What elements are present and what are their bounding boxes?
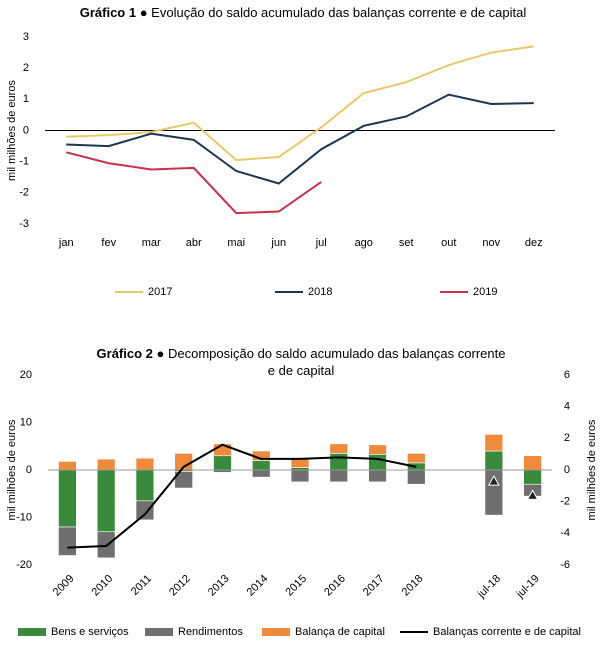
y2-tick-label: 4 (564, 401, 570, 413)
bar (96, 469, 116, 533)
y2-tick-label: 0 (564, 464, 570, 476)
y-tick-label: -20 (16, 559, 32, 571)
x-tick-label: 2010 (90, 573, 116, 599)
title-label: Gráfico 1 (79, 5, 137, 20)
chart-title: Gráfico 2 ● Decomposição do saldo acumul… (96, 345, 506, 379)
line (67, 443, 417, 549)
bar (407, 469, 426, 485)
bar (329, 469, 348, 483)
bar (290, 469, 310, 483)
x-tick-label: 2014 (245, 573, 271, 599)
line-marker (487, 475, 500, 486)
y2-tick-label: -6 (560, 559, 570, 571)
x-tick-label: abr (186, 237, 202, 249)
bar (368, 444, 387, 455)
x-tick-label: ago (355, 237, 373, 249)
bar (484, 450, 504, 471)
y-axis-label: mil milhões de euros (6, 419, 18, 520)
bar (58, 526, 77, 556)
x-tick-label: fev (101, 237, 116, 249)
x-tick-label: jul (315, 237, 327, 249)
legend-label: 2017 (148, 286, 172, 298)
x-tick-label: jan (58, 237, 74, 249)
y2-tick-label: -4 (560, 527, 570, 539)
title-text: ● Decomposição do saldo acumulado das ba… (156, 346, 506, 378)
y2-tick-label: 6 (564, 369, 570, 381)
y-tick-label: 0 (23, 124, 29, 136)
bar (213, 455, 232, 471)
legend-swatch (262, 628, 290, 636)
x-tick-label: jul-19 (514, 573, 542, 601)
y-tick-label: 20 (20, 369, 32, 381)
x-tick-label: dez (525, 237, 543, 249)
bar (329, 453, 348, 471)
bar (368, 454, 387, 471)
x-tick-label: out (441, 237, 456, 249)
bar (135, 457, 155, 471)
legend-swatch (145, 628, 173, 636)
x-tick-label: mai (227, 237, 245, 249)
x-tick-label: 2016 (322, 573, 348, 599)
x-tick-label: 2012 (167, 573, 193, 599)
x-tick-label: 2013 (206, 573, 232, 599)
y-tick-label: -3 (19, 218, 29, 230)
y-axis-label: mil milhões de euros (6, 80, 18, 181)
y-tick-label: 10 (20, 416, 32, 428)
bar (135, 469, 155, 502)
x-tick-label: mar (142, 237, 161, 249)
bar (368, 469, 387, 483)
bar (329, 443, 348, 454)
chart-title: Gráfico 1 ● Evolução do saldo acumulado … (78, 4, 528, 21)
y-tick-label: 3 (23, 31, 29, 43)
bar (135, 500, 155, 521)
legend-swatch (18, 628, 46, 636)
x-tick-label: nov (482, 237, 500, 249)
line (66, 45, 534, 162)
line-marker (526, 489, 539, 500)
y2-axis-label: mil milhões de euros (586, 419, 598, 520)
x-tick-label: 2011 (129, 573, 154, 598)
bar (58, 461, 77, 471)
y-tick-label: 1 (23, 93, 29, 105)
bar (58, 469, 77, 528)
legend-label: Balança de capital (295, 626, 385, 638)
legend-label: Balanças corrente e de capital (433, 626, 581, 638)
title-text: ● Evolução do saldo acumulado das balanç… (139, 5, 527, 20)
line (66, 93, 534, 185)
y2-tick-label: 2 (564, 432, 570, 444)
title-label: Gráfico 2 (96, 346, 153, 361)
bar (252, 460, 271, 471)
x-tick-label: 2018 (400, 573, 426, 599)
bar (252, 469, 271, 478)
y-tick-label: -10 (16, 511, 32, 523)
legend-label: Bens e serviços (51, 626, 129, 638)
line (66, 151, 322, 215)
y-tick-label: 2 (23, 62, 29, 74)
bar (523, 455, 542, 471)
x-tick-label: 2017 (361, 573, 387, 599)
bar (523, 469, 542, 485)
y-tick-label: -2 (19, 187, 29, 199)
x-tick-label: jun (270, 237, 286, 249)
bar (407, 453, 426, 464)
x-tick-label: 2015 (283, 573, 309, 599)
y2-tick-label: -2 (560, 496, 570, 508)
x-tick-label: 2009 (51, 573, 77, 599)
y-tick-label: 0 (26, 464, 32, 476)
bar (96, 458, 116, 471)
y-tick-label: -1 (19, 156, 29, 168)
x-tick-label: jul-18 (475, 573, 503, 601)
x-tick-label: set (399, 237, 414, 249)
legend-label: Rendimentos (178, 626, 243, 638)
legend-label: 2019 (473, 286, 497, 298)
legend-label: 2018 (308, 286, 332, 298)
bar (174, 471, 193, 489)
bar (484, 434, 504, 452)
